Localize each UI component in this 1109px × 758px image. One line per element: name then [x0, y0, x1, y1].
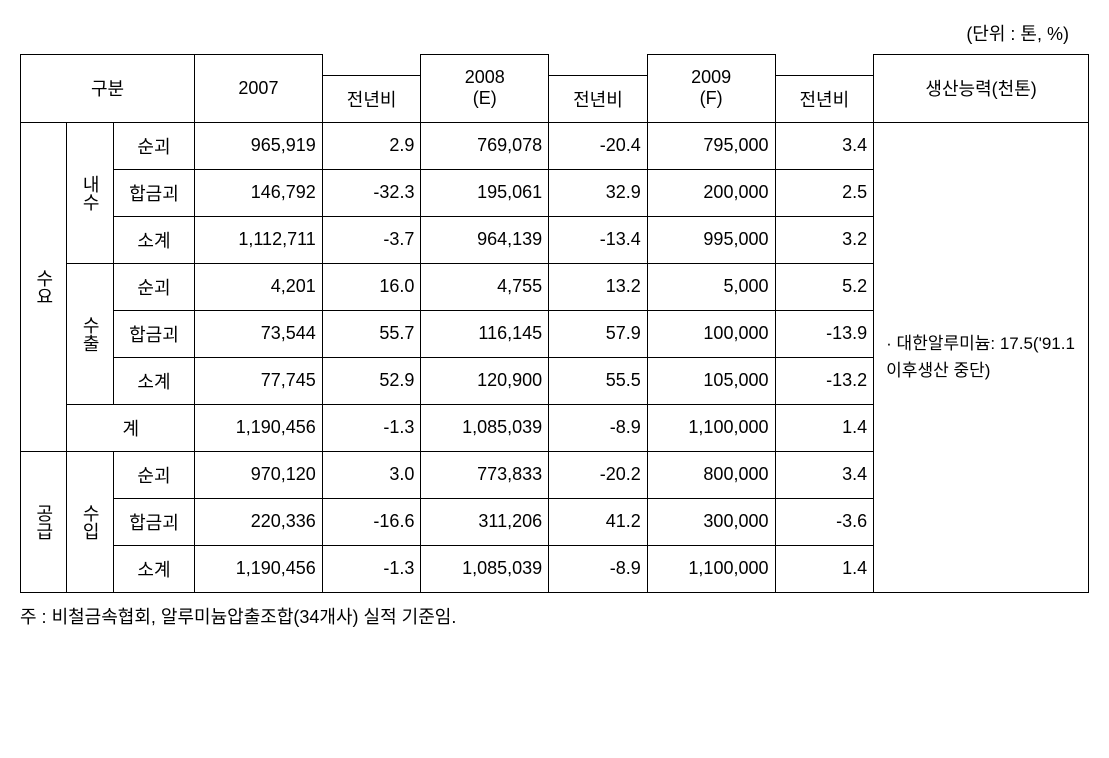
cell-value: -3.6 — [775, 498, 874, 545]
cell-value: 5,000 — [647, 263, 775, 310]
cell-value: -20.4 — [549, 122, 648, 169]
cell-value: 1,100,000 — [647, 404, 775, 451]
cell-value: 773,833 — [421, 451, 549, 498]
cell-value: -20.2 — [549, 451, 648, 498]
capacity-note-cell: · 대한알루미늄: 17.5('91.1 이후생산 중단) — [874, 122, 1089, 592]
cell-value: 1.4 — [775, 404, 874, 451]
cell-value: 2.5 — [775, 169, 874, 216]
cell-value: 800,000 — [647, 451, 775, 498]
cat-export: 수출 — [67, 263, 113, 404]
cell-value: 1.4 — [775, 545, 874, 592]
cat-domestic: 내수 — [67, 122, 113, 263]
cell-value: 1,085,039 — [421, 545, 549, 592]
cat-pure: 순괴 — [113, 122, 194, 169]
cell-value: -16.6 — [322, 498, 421, 545]
cell-value: 146,792 — [195, 169, 323, 216]
cell-value: 1,190,456 — [195, 545, 323, 592]
cell-value: 55.5 — [549, 357, 648, 404]
cell-value: 3.4 — [775, 122, 874, 169]
cell-value: 965,919 — [195, 122, 323, 169]
cat-subtotal: 소계 — [113, 545, 194, 592]
cell-value: 1,085,039 — [421, 404, 549, 451]
cell-value: 77,745 — [195, 357, 323, 404]
cell-value: 964,139 — [421, 216, 549, 263]
cat-import: 수입 — [67, 451, 113, 592]
cell-value: 795,000 — [647, 122, 775, 169]
header-yoy-1: 전년비 — [322, 75, 421, 122]
cat-alloy: 합금괴 — [113, 310, 194, 357]
cell-value: 2.9 — [322, 122, 421, 169]
cell-value: -1.3 — [322, 545, 421, 592]
unit-label: (단위 : 톤, %) — [20, 20, 1069, 46]
cell-value: 13.2 — [549, 263, 648, 310]
capacity-note: · 대한알루미늄: 17.5('91.1 이후생산 중단) — [886, 334, 1075, 380]
header-2007: 2007 — [195, 55, 323, 123]
cell-value: 220,336 — [195, 498, 323, 545]
cat-subtotal: 소계 — [113, 216, 194, 263]
cell-value: 100,000 — [647, 310, 775, 357]
cell-value: -32.3 — [322, 169, 421, 216]
header-capacity: 생산능력(천톤) — [874, 55, 1089, 123]
cell-value: 41.2 — [549, 498, 648, 545]
cell-value: 55.7 — [322, 310, 421, 357]
cat-supply: 공급 — [21, 451, 67, 592]
cell-value: 1,190,456 — [195, 404, 323, 451]
cat-subtotal: 소계 — [113, 357, 194, 404]
cell-value: 4,201 — [195, 263, 323, 310]
cell-value: 300,000 — [647, 498, 775, 545]
cat-total: 계 — [67, 404, 195, 451]
cell-value: 3.0 — [322, 451, 421, 498]
cell-value: 4,755 — [421, 263, 549, 310]
cell-value: 105,000 — [647, 357, 775, 404]
cat-alloy: 합금괴 — [113, 169, 194, 216]
cell-value: -3.7 — [322, 216, 421, 263]
header-category: 구분 — [21, 55, 195, 123]
cell-value: -8.9 — [549, 404, 648, 451]
cell-value: 995,000 — [647, 216, 775, 263]
cell-value: 120,900 — [421, 357, 549, 404]
cell-value: -13.2 — [775, 357, 874, 404]
cell-value: 195,061 — [421, 169, 549, 216]
cell-value: 73,544 — [195, 310, 323, 357]
cell-value: -13.9 — [775, 310, 874, 357]
cell-value: 52.9 — [322, 357, 421, 404]
header-2009: 2009 (F) — [647, 55, 775, 123]
cell-value: -8.9 — [549, 545, 648, 592]
cat-demand: 수요 — [21, 122, 67, 451]
cell-value: 769,078 — [421, 122, 549, 169]
header-2008: 2008 (E) — [421, 55, 549, 123]
cell-value: 1,112,711 — [195, 216, 323, 263]
cell-value: 200,000 — [647, 169, 775, 216]
cell-value: 1,100,000 — [647, 545, 775, 592]
cell-value: 5.2 — [775, 263, 874, 310]
table-row: 수요 내수 순괴 965,919 2.9 769,078 -20.4 795,0… — [21, 122, 1089, 169]
cell-value: 57.9 — [549, 310, 648, 357]
header-yoy-3: 전년비 — [775, 75, 874, 122]
cat-pure: 순괴 — [113, 263, 194, 310]
cell-value: 116,145 — [421, 310, 549, 357]
cell-value: -13.4 — [549, 216, 648, 263]
data-table: 구분 2007 2008 (E) 2009 (F) 생산능력(천톤) 전년비 전… — [20, 54, 1089, 593]
cell-value: 3.2 — [775, 216, 874, 263]
cat-pure: 순괴 — [113, 451, 194, 498]
cell-value: -1.3 — [322, 404, 421, 451]
cell-value: 970,120 — [195, 451, 323, 498]
cell-value: 32.9 — [549, 169, 648, 216]
cell-value: 311,206 — [421, 498, 549, 545]
cell-value: 3.4 — [775, 451, 874, 498]
cat-alloy: 합금괴 — [113, 498, 194, 545]
cell-value: 16.0 — [322, 263, 421, 310]
footer-note: 주 : 비철금속협회, 알루미늄압출조합(34개사) 실적 기준임. — [20, 603, 1089, 629]
header-yoy-2: 전년비 — [549, 75, 648, 122]
